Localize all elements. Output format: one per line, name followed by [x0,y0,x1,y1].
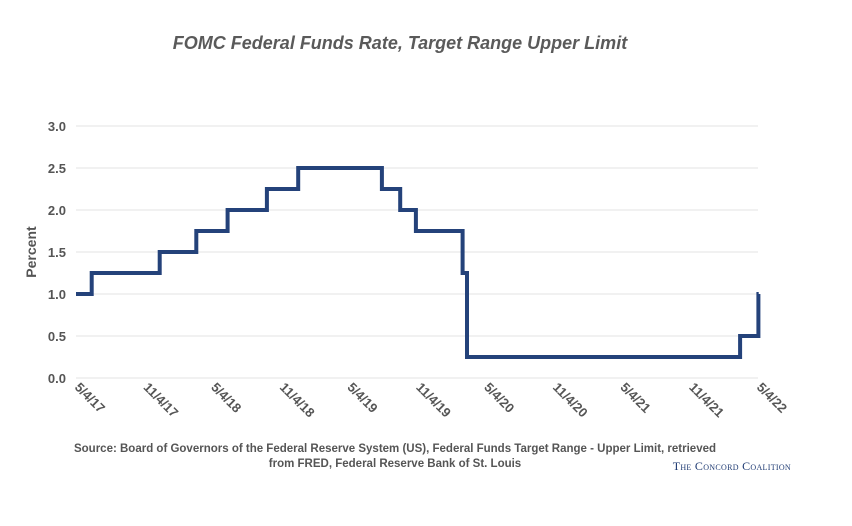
x-tick-label: 11/4/18 [277,380,318,421]
y-tick-label: 0.0 [48,371,66,386]
y-axis-ticks: 0.0 0.5 1.0 1.5 2.0 2.5 3.0 [48,119,66,386]
x-tick-label: 11/4/20 [550,380,591,421]
x-tick-label: 5/4/18 [208,380,244,416]
y-tick-label: 1.5 [48,245,66,260]
x-tick-label: 5/4/22 [754,380,790,416]
source-note-line-2: from FRED, Federal Reserve Bank of St. L… [268,458,522,470]
x-tick-label: 5/4/20 [481,380,517,416]
y-tick-label: 3.0 [48,119,66,134]
x-tick-label: 5/4/19 [345,380,381,416]
x-tick-label: 11/4/19 [413,380,454,421]
x-axis-ticks: 5/4/17 11/4/17 5/4/18 11/4/18 5/4/19 11/4/19 5… [72,380,790,421]
series-line [76,166,761,359]
y-tick-label: 0.5 [48,329,66,344]
source-note-line-1: Source: Board of Governors of the Federa… [73,443,717,455]
x-tick-label: 5/4/17 [72,380,108,416]
y-tick-label: 1.0 [48,287,66,302]
y-axis-label: Percent [23,226,39,278]
x-tick-label: 5/4/21 [618,380,654,416]
y-tick-label: 2.0 [48,203,66,218]
y-tick-label: 2.5 [48,161,66,176]
brand-logo-text: The Concord Coalition [672,459,791,473]
chart-title: FOMC Federal Funds Rate, Target Range Up… [172,33,628,53]
x-tick-label: 11/4/21 [686,380,727,421]
x-tick-label: 11/4/17 [141,380,182,421]
